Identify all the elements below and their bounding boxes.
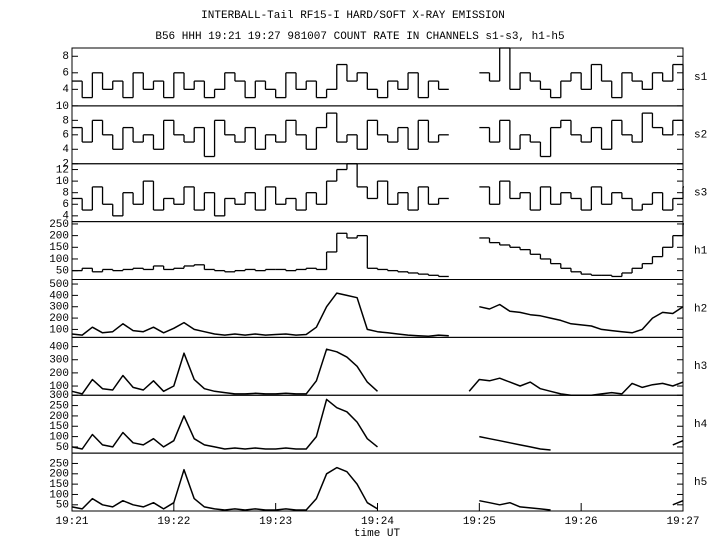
y-tick-label: 200	[49, 231, 69, 243]
y-tick-label: 250	[49, 400, 69, 412]
y-tick-label: 200	[49, 368, 69, 380]
y-tick-label: 2	[62, 159, 69, 171]
y-tick-label: 4	[62, 144, 69, 156]
y-tick-label: 10	[56, 176, 69, 188]
step-riser	[81, 113, 684, 157]
y-tick-label: 400	[49, 290, 69, 302]
y-tick-label: 8	[62, 115, 69, 127]
y-tick-label: 150	[49, 479, 69, 491]
y-tick-label: 100	[49, 431, 69, 443]
y-tick-label: 300	[49, 390, 69, 402]
y-tick-label: 400	[49, 341, 69, 353]
data-line	[71, 398, 684, 451]
y-tick-label: 500	[49, 279, 69, 291]
y-tick-label: 100	[49, 381, 69, 393]
y-tick-label: 150	[49, 421, 69, 433]
step-riser	[81, 48, 684, 98]
x-tick-label: 19:22	[157, 516, 190, 528]
y-tick-label: 100	[49, 489, 69, 501]
y-tick-label: 8	[62, 51, 69, 63]
y-tick-label: 200	[49, 469, 69, 481]
panel-label: h5	[694, 477, 707, 489]
x-tick-label: 19:21	[55, 516, 88, 528]
x-tick-label: 19:27	[666, 516, 699, 528]
y-tick-label: 50	[56, 500, 69, 512]
panel-label: h1	[694, 245, 708, 257]
y-tick-label: 6	[62, 68, 69, 80]
x-tick-label: 19:24	[361, 516, 394, 528]
y-tick-label: 12	[56, 164, 69, 176]
y-tick-label: 6	[62, 130, 69, 142]
y-tick-label: 6	[62, 199, 69, 211]
panel-label: h3	[694, 361, 707, 373]
y-tick-label: 10	[56, 101, 69, 113]
y-tick-label: 300	[49, 355, 69, 367]
y-tick-label: 100	[49, 324, 69, 336]
chart-title: INTERBALL-Tail RF15-I HARD/SOFT X-RAY EM…	[201, 10, 505, 22]
y-tick-label: 50	[56, 442, 69, 454]
x-tick-label: 19:25	[463, 516, 496, 528]
step-riser	[81, 223, 684, 277]
x-axis-label: time UT	[354, 528, 401, 540]
y-tick-label: 200	[49, 411, 69, 423]
data-line	[71, 466, 684, 511]
step-riser	[81, 163, 684, 216]
panel-label: h2	[694, 303, 707, 315]
y-tick-label: 8	[62, 188, 69, 200]
y-tick-label: 100	[49, 254, 69, 266]
y-tick-label: 150	[49, 242, 69, 254]
x-tick-label: 19:23	[259, 516, 292, 528]
x-tick-label: 19:26	[565, 516, 598, 528]
y-tick-label: 200	[49, 313, 69, 325]
y-tick-label: 250	[49, 458, 69, 470]
y-tick-label: 4	[62, 211, 69, 223]
y-tick-label: 300	[49, 302, 69, 314]
y-tick-label: 50	[56, 266, 69, 278]
y-tick-label: 250	[49, 219, 69, 231]
panel-label: s1	[694, 72, 708, 84]
panel-label: h4	[694, 419, 708, 431]
panel-label: s2	[694, 130, 707, 142]
data-line	[71, 292, 684, 337]
panel-label: s3	[694, 188, 707, 200]
y-tick-label: 4	[62, 84, 69, 96]
chart-subtitle: B56 HHH 19:21 19:27 981007 COUNT RATE IN…	[155, 31, 564, 43]
